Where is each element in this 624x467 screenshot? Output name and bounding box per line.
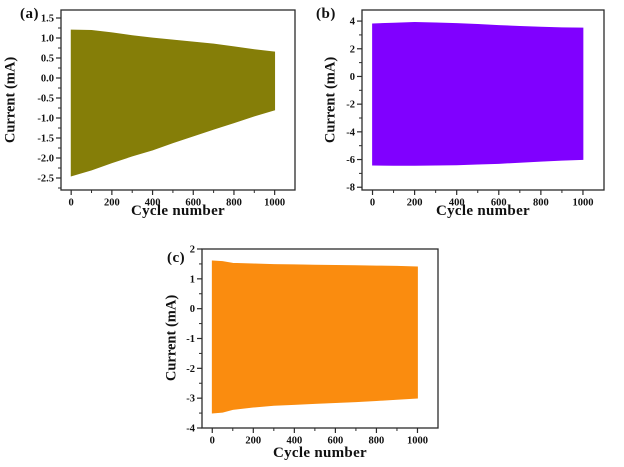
y-tick-label: 0.0	[41, 74, 54, 85]
y-tick-label: -2	[186, 364, 195, 375]
panel-c: 0 200 400 600 800 1000 2 1 0 -1 -2 -3 -4 (c) Current…	[130, 238, 475, 467]
panel-a-label: (a)	[20, 6, 39, 22]
x-tick-label: 0	[210, 436, 215, 445]
y-tick-label: -1.5	[37, 134, 54, 145]
x-tick-label: 400	[286, 436, 302, 445]
y-tick-label: -2.5	[37, 174, 54, 185]
y-tick-label: 0.5	[41, 54, 54, 65]
x-tick-label: 800	[369, 436, 385, 445]
y-tick-label: 4	[350, 17, 356, 28]
panel-a: 0 200 400 600 800 1000 1.5 1.0 0.5 0.0 -0.5 -1.0 -1.…	[0, 0, 312, 234]
y-tick-label: -0.5	[37, 94, 54, 105]
panel-c-y-axis-title: Current (mA)	[163, 294, 180, 382]
x-tick-label: 600	[328, 436, 344, 445]
panel-a-x-axis-title: Cycle number	[130, 203, 225, 219]
x-tick-label: 1000	[572, 198, 593, 209]
x-tick-label: 200	[245, 436, 261, 445]
y-tick-label: 2	[350, 44, 355, 55]
y-tick-label: -4	[346, 127, 355, 138]
y-tick-label: 0	[190, 304, 195, 315]
y-tick-label: -8	[346, 183, 355, 194]
panel-c-plot: 0 200 400 600 800 1000 2 1 0 -1 -2 -3 -4	[186, 245, 439, 445]
area-fill	[211, 260, 418, 414]
x-tick-label: 1000	[264, 198, 285, 209]
y-tick-label: -4	[186, 424, 195, 435]
panel-b: 0 200 400 600 800 1000 4 2 0 -2 -4 -6 -8 (b) Current…	[312, 0, 624, 234]
x-tick-label: 0	[69, 198, 74, 209]
panel-c-x-axis-title: Cycle number	[272, 445, 367, 461]
x-tick-label: 400	[145, 198, 161, 209]
y-tick-label: -6	[346, 155, 355, 166]
x-tick-label: 600	[491, 198, 507, 209]
x-tick-label: 200	[407, 198, 423, 209]
x-tick-label: 400	[449, 198, 465, 209]
panel-b-x-axis-title: Cycle number	[435, 203, 530, 219]
x-tick-label: 800	[226, 198, 242, 209]
y-tick-label: -2.0	[37, 154, 54, 165]
y-tick-label: 1	[190, 274, 195, 285]
panel-c-label: (c)	[167, 250, 186, 266]
y-tick-label: 1.5	[41, 14, 54, 25]
y-tick-label: 1.0	[41, 34, 54, 45]
x-tick-label: 200	[104, 198, 120, 209]
plot-frame	[60, 9, 296, 191]
x-tick-label: 600	[185, 198, 201, 209]
x-tick-label: 1000	[407, 436, 428, 445]
panel-b-y-axis-title: Current (mA)	[322, 56, 339, 144]
y-tick-label: -1.0	[37, 114, 54, 125]
y-tick-label: 0	[350, 72, 355, 83]
area-fill	[70, 29, 276, 177]
plot-frame	[361, 9, 605, 191]
y-tick-label: -2	[346, 100, 355, 111]
panel-a-y-axis-title: Current (mA)	[2, 56, 19, 144]
y-tick-label: 2	[190, 245, 195, 256]
x-tick-label: 0	[370, 198, 375, 209]
panel-a-plot: 0 200 400 600 800 1000 1.5 1.0 0.5 0.0 -0.5 -1.0 -1.…	[37, 9, 296, 209]
y-tick-label: -1	[186, 334, 195, 345]
y-tick-label: -3	[186, 394, 195, 405]
area-fill	[372, 22, 584, 166]
x-tick-label: 800	[533, 198, 549, 209]
panel-b-label: (b)	[316, 6, 336, 22]
panel-b-plot: 0 200 400 600 800 1000 4 2 0 -2 -4 -6 -8	[346, 9, 605, 209]
